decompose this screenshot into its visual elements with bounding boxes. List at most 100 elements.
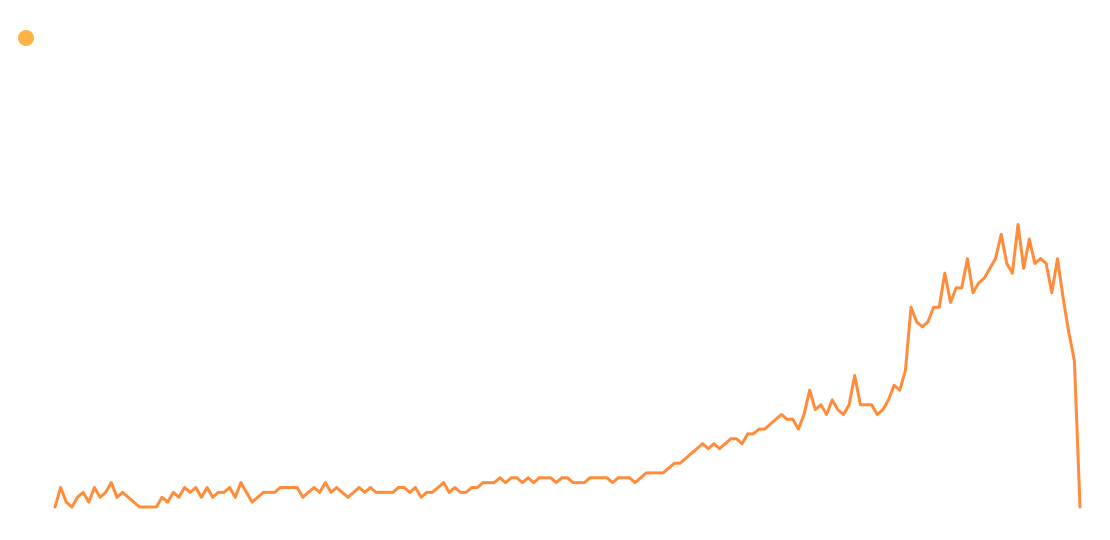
data-point	[92, 486, 96, 490]
data-point	[487, 481, 491, 485]
data-point	[98, 495, 102, 499]
data-point	[932, 305, 936, 309]
data-point	[543, 476, 547, 480]
data-point	[808, 388, 812, 392]
data-point	[554, 481, 558, 485]
data-point	[881, 408, 885, 412]
series-line-0	[53, 223, 1082, 509]
data-point	[464, 490, 468, 494]
data-point	[616, 476, 620, 480]
data-point	[532, 481, 536, 485]
data-point	[813, 408, 817, 412]
data-point	[109, 481, 113, 485]
data-point	[481, 481, 485, 485]
data-point	[261, 490, 265, 494]
data-point	[915, 320, 919, 324]
data-point	[858, 403, 862, 407]
data-point	[70, 505, 74, 509]
data-point	[1016, 223, 1020, 227]
data-point	[216, 490, 220, 494]
data-point	[278, 486, 282, 490]
data-point	[380, 490, 384, 494]
data-point	[582, 481, 586, 485]
data-point	[909, 305, 913, 309]
data-point	[943, 271, 947, 275]
data-point	[233, 495, 237, 499]
data-point	[1050, 291, 1054, 295]
data-point	[571, 481, 575, 485]
data-point	[391, 490, 395, 494]
data-point	[149, 505, 153, 509]
data-point	[802, 413, 806, 417]
data-point	[81, 490, 85, 494]
data-point	[763, 427, 767, 431]
data-point	[177, 495, 181, 499]
data-point	[999, 232, 1003, 236]
data-point	[256, 495, 260, 499]
data-point	[504, 481, 508, 485]
data-point	[644, 471, 648, 475]
data-point	[622, 476, 626, 480]
data-point	[577, 481, 581, 485]
data-point	[312, 486, 316, 490]
data-point	[1061, 296, 1065, 300]
data-point	[796, 427, 800, 431]
data-point	[847, 403, 851, 407]
data-point	[949, 301, 953, 305]
data-point	[323, 481, 327, 485]
data-point	[306, 490, 310, 494]
data-point	[53, 505, 57, 509]
data-point	[735, 437, 739, 441]
data-point	[887, 398, 891, 402]
data-point	[971, 291, 975, 295]
data-point	[780, 413, 784, 417]
data-point	[295, 486, 299, 490]
data-point	[419, 495, 423, 499]
data-point	[650, 471, 654, 475]
data-point	[757, 427, 761, 431]
data-point	[318, 490, 322, 494]
legend	[18, 30, 42, 46]
data-point	[273, 490, 277, 494]
data-point	[937, 305, 941, 309]
data-point	[870, 403, 874, 407]
data-point	[611, 481, 615, 485]
data-point	[740, 442, 744, 446]
data-point	[346, 495, 350, 499]
data-point	[673, 461, 677, 465]
data-point	[526, 476, 530, 480]
data-point	[639, 476, 643, 480]
data-point	[892, 383, 896, 387]
data-point	[960, 286, 964, 290]
data-point	[301, 495, 305, 499]
data-point	[453, 486, 457, 490]
data-point	[1078, 505, 1082, 509]
data-point	[656, 471, 660, 475]
data-point	[746, 432, 750, 436]
data-point	[329, 490, 333, 494]
data-point	[357, 486, 361, 490]
data-point	[459, 490, 463, 494]
data-point	[751, 432, 755, 436]
data-point	[515, 476, 519, 480]
data-point	[228, 486, 232, 490]
data-point	[684, 456, 688, 460]
data-point	[290, 486, 294, 490]
data-point	[678, 461, 682, 465]
data-point	[718, 447, 722, 451]
data-point	[819, 403, 823, 407]
data-point	[588, 476, 592, 480]
data-point	[1067, 330, 1071, 334]
data-point	[605, 476, 609, 480]
data-point	[470, 486, 474, 490]
data-point	[104, 490, 108, 494]
data-point	[239, 481, 243, 485]
data-point	[436, 486, 440, 490]
data-point	[633, 481, 637, 485]
data-point	[560, 476, 564, 480]
data-point	[549, 476, 553, 480]
data-point	[222, 490, 226, 494]
data-point	[566, 476, 570, 480]
